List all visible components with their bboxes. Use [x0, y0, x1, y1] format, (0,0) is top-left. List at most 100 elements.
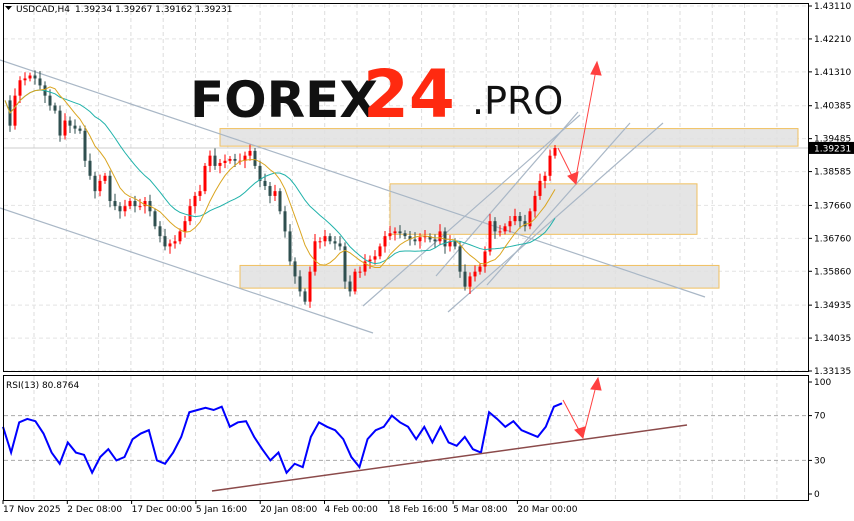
- rsi-axis: 100 70 30 0: [808, 378, 831, 500]
- candle-body: [13, 95, 17, 126]
- candle-body: [58, 110, 62, 136]
- candle-body: [423, 236, 427, 238]
- candle-body: [198, 191, 202, 196]
- candle-body: [183, 221, 187, 232]
- candle-body: [318, 241, 322, 243]
- symbol-info: USDCAD,H4: [16, 5, 70, 15]
- candle-body: [63, 120, 67, 136]
- candle-body: [78, 128, 82, 131]
- price-label: 1.35860: [814, 267, 851, 277]
- rsi-panel-frame: [3, 375, 809, 501]
- candle-body: [248, 150, 252, 156]
- candle-body: [383, 236, 387, 247]
- dropdown-triangle-icon[interactable]: [5, 6, 12, 10]
- candle-body: [348, 281, 352, 292]
- rsi-axis-label: 30: [814, 456, 826, 466]
- candle-body: [408, 236, 412, 240]
- candle-body: [143, 201, 147, 207]
- rsi-trend-line: [211, 424, 688, 492]
- candle-body: [108, 175, 112, 202]
- candle-body: [88, 160, 92, 176]
- candle-body: [353, 271, 357, 292]
- price-label: 1.41310: [814, 68, 851, 78]
- rising-line-1: [362, 114, 581, 307]
- candle-body: [293, 261, 297, 277]
- candle-body: [548, 155, 552, 176]
- candle-body: [128, 201, 132, 207]
- time-label: 4 Feb 00:00: [325, 505, 379, 515]
- candle-body: [278, 191, 282, 212]
- candle-body: [158, 226, 162, 237]
- price-label: 1.42210: [814, 35, 851, 45]
- price-label: 1.36760: [814, 234, 851, 244]
- candle-body: [303, 291, 307, 302]
- moving-average-fast: [4, 86, 556, 268]
- candle-body: [368, 259, 372, 262]
- candle-body: [113, 201, 117, 207]
- candle-body: [528, 211, 532, 227]
- price-label: 1.33135: [814, 367, 851, 377]
- rsi-axis-label: 70: [814, 412, 826, 422]
- logo-pro: .PRO: [472, 79, 563, 123]
- candle-body: [233, 158, 237, 161]
- time-axis: 17 Nov 2025 2 Dec 08:00 17 Dec 00:00 5 Jan …: [2, 500, 578, 515]
- candle-body: [33, 75, 37, 79]
- candle-body: [258, 165, 262, 181]
- time-label: 17 Nov 2025: [3, 505, 61, 515]
- candle-body: [118, 206, 122, 212]
- candle-body: [333, 241, 337, 244]
- candle-body: [168, 243, 172, 247]
- candle-body: [438, 231, 442, 242]
- rsi-axis-label: 100: [814, 378, 831, 388]
- header: USDCAD,H4 1.39234 1.39267 1.39162 1.3923…: [5, 5, 232, 15]
- logo-forex: FOREX: [190, 71, 378, 129]
- rsi-axis-label: 0: [814, 490, 820, 500]
- price-axis: 1.43110 1.42210 1.41310 1.40385 1.39485 1.385…: [808, 2, 854, 377]
- time-label: 18 Feb 16:00: [389, 505, 448, 515]
- time-label: 20 Mar 00:00: [517, 505, 577, 515]
- candle-body: [533, 195, 537, 212]
- candle-body: [463, 271, 467, 287]
- candle-body: [478, 266, 482, 272]
- candle-body: [273, 191, 277, 196]
- time-label: 2 Dec 08:00: [67, 505, 122, 515]
- candle-body: [373, 256, 377, 260]
- candle-body: [263, 180, 267, 187]
- candle-body: [133, 201, 137, 207]
- candle-body: [18, 80, 22, 96]
- candle-body: [48, 95, 52, 106]
- candle-body: [428, 236, 432, 240]
- candle-body: [68, 120, 72, 126]
- logo: FOREX 24 .PRO: [190, 56, 563, 133]
- candle-body: [223, 160, 227, 163]
- price-zone: [389, 183, 698, 235]
- price-label: 1.43110: [814, 2, 851, 12]
- candle-body: [103, 175, 107, 181]
- current-price-label: 1.39231: [814, 144, 851, 154]
- candle-body: [38, 78, 42, 86]
- candle-body: [453, 241, 457, 247]
- candle-body: [288, 231, 292, 262]
- ohlc-values: 1.39234 1.39267 1.39162 1.39231: [75, 5, 232, 15]
- candle-body: [468, 276, 472, 287]
- candle-body: [228, 158, 232, 161]
- logo-24: 24: [363, 56, 455, 133]
- candle-body: [243, 155, 247, 161]
- candle-body: [483, 251, 487, 267]
- candle-body: [498, 231, 502, 233]
- candle-body: [538, 180, 542, 196]
- rsi-arrow-up-line: [582, 385, 597, 438]
- candle-body: [448, 241, 452, 247]
- candle-body: [508, 221, 512, 227]
- forecast-arrows: [557, 60, 602, 186]
- candle-body: [523, 221, 527, 227]
- moving-average-slow: [4, 89, 556, 265]
- candle-body: [283, 211, 287, 232]
- price-label: 1.37660: [814, 201, 851, 211]
- main-panel-frame: [3, 3, 809, 372]
- candle-body: [493, 221, 497, 232]
- support-resistance-zones: [219, 128, 799, 289]
- candle-body: [153, 211, 157, 227]
- candle-body: [323, 236, 327, 242]
